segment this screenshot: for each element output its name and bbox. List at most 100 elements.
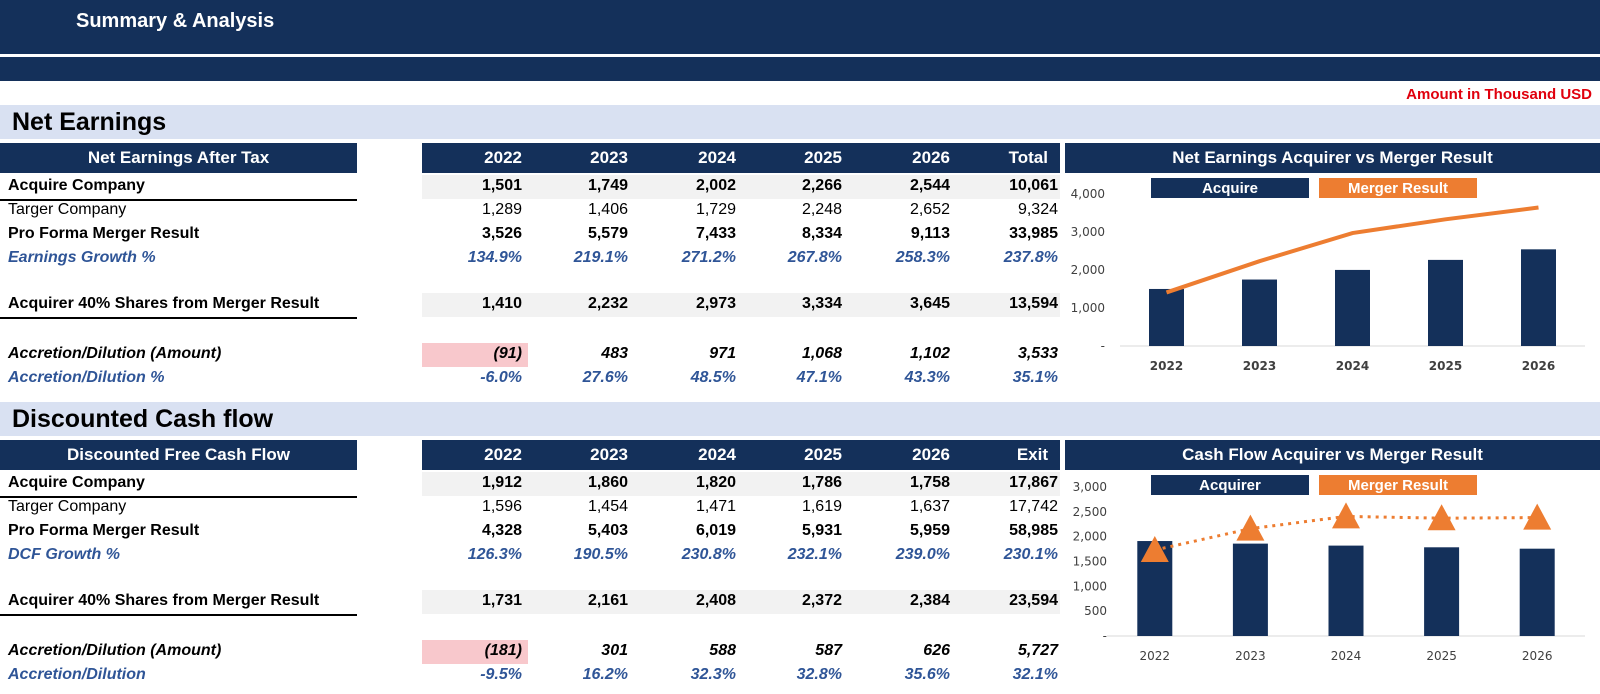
cell-value: 8,334 <box>801 225 842 242</box>
cell-value: 32.1% <box>1012 666 1058 683</box>
cell-value: 5,403 <box>587 522 628 539</box>
cell-value: (91) <box>493 345 522 362</box>
cell-value: 35.6% <box>904 666 950 683</box>
legend-merger-result: Merger Result <box>1319 178 1477 198</box>
row-label: Pro Forma Merger Result <box>8 225 200 242</box>
column-header: 2024 <box>698 445 736 464</box>
cell-value: 1,637 <box>909 498 950 515</box>
x-tick-label: 2022 <box>1140 649 1171 663</box>
column-header: 2026 <box>912 445 950 464</box>
bar <box>1328 545 1364 636</box>
cell-value: 3,645 <box>909 295 950 312</box>
legend-merger-result: Merger Result <box>1319 475 1477 495</box>
cell-value: (181) <box>484 642 522 659</box>
cell-value: 2,652 <box>909 201 950 218</box>
cell-value: 483 <box>601 345 628 362</box>
x-tick-label: 2023 <box>1243 359 1276 373</box>
cell-value: 1,786 <box>801 474 842 491</box>
x-tick-label: 2025 <box>1426 649 1457 663</box>
row-label: Accretion/Dilution <box>8 666 146 683</box>
cell-value: 230.8% <box>681 546 736 563</box>
cell-value: 2,232 <box>587 295 628 312</box>
column-header: 2024 <box>698 148 736 167</box>
cell-value: 32.8% <box>796 666 842 683</box>
unit-note: Amount in Thousand USD <box>1406 86 1592 103</box>
row-label: DCF Growth % <box>8 546 120 563</box>
cell-value: 230.1% <box>1003 546 1058 563</box>
table-row: Pro Forma Merger Result 4,328 5,403 6,019 5,… <box>0 520 1060 544</box>
row-label: Acquire Company <box>8 177 145 194</box>
cell-value: 32.3% <box>690 666 736 683</box>
cell-value: 3,334 <box>801 295 842 312</box>
cell-value: 1,471 <box>695 498 736 515</box>
cell-value: 3,526 <box>481 225 522 242</box>
row-label: Targer Company <box>8 498 127 515</box>
triangle-marker <box>1332 502 1360 529</box>
bar <box>1428 259 1463 346</box>
row-label: Accretion/Dilution (Amount) <box>8 345 222 362</box>
row-label: Acquirer 40% Shares from Merger Result <box>8 592 320 609</box>
cell-value: 1,758 <box>909 474 950 491</box>
row-underline <box>0 317 357 319</box>
cell-value: 1,102 <box>909 345 950 362</box>
cell-value: 9,113 <box>910 225 950 242</box>
cell-value: 47.1% <box>796 369 842 386</box>
y-tick-label: 4,000 <box>1071 187 1105 201</box>
row-shading <box>422 175 1060 199</box>
triangle-marker <box>1427 504 1456 531</box>
cell-value: 267.8% <box>787 249 842 266</box>
row-label: Acquire Company <box>8 474 145 491</box>
cell-value: 4,328 <box>481 522 522 539</box>
net-earnings-chart-title: Net Earnings Acquirer vs Merger Result <box>1065 143 1600 173</box>
x-tick-label: 2022 <box>1150 359 1183 373</box>
cell-value: 126.3% <box>467 546 522 563</box>
table-row: Targer Company 1,289 1,406 1,729 2,248 2,652 9… <box>0 199 1060 223</box>
negative-highlight <box>422 640 528 664</box>
cell-value: 2,372 <box>801 592 842 609</box>
cell-value: 17,742 <box>1009 498 1058 515</box>
y-tick-label: 2,000 <box>1071 263 1105 277</box>
y-tick-label: 2,000 <box>1073 530 1107 544</box>
cash-flow-table: Discounted Free Cash Flow 2022 2023 2024 202… <box>0 440 1060 690</box>
y-tick-label: - <box>1103 629 1107 643</box>
cell-value: 219.1% <box>573 249 628 266</box>
cell-value: 626 <box>923 642 950 659</box>
cell-value: 1,289 <box>481 201 522 218</box>
cell-value: 2,384 <box>909 592 950 609</box>
table-title: Discounted Free Cash Flow <box>0 440 357 470</box>
column-header: 2022 <box>484 148 522 167</box>
net-earnings-section-title: Net Earnings <box>12 108 167 136</box>
y-tick-label: 1,000 <box>1071 301 1105 315</box>
bar <box>1424 547 1460 636</box>
cell-value: 271.2% <box>681 249 736 266</box>
y-tick-label: 1,500 <box>1073 555 1107 569</box>
cell-value: 9,324 <box>1017 201 1058 218</box>
cell-value: 1,729 <box>695 201 736 218</box>
bar <box>1519 548 1555 636</box>
cell-value: 3,533 <box>1017 345 1058 362</box>
cash-flow-chart-title: Cash Flow Acquirer vs Merger Result <box>1065 440 1600 470</box>
cell-value: 1,454 <box>587 498 628 515</box>
cell-value: 58,985 <box>1009 522 1058 539</box>
row-underline <box>0 614 357 616</box>
y-tick-label: - <box>1101 339 1105 353</box>
y-tick-label: 3,000 <box>1073 480 1107 494</box>
table-row: Earnings Growth % 134.9% 219.1% 271.2% 267.8… <box>0 247 1060 271</box>
cell-value: 33,985 <box>1009 225 1058 242</box>
cell-value: 301 <box>601 642 628 659</box>
cell-value: 1,820 <box>695 474 736 491</box>
cell-value: 2,973 <box>695 295 736 312</box>
column-header: 2023 <box>590 148 628 167</box>
column-header: Exit <box>1016 445 1048 464</box>
x-tick-label: 2024 <box>1336 359 1369 373</box>
cell-value: 1,912 <box>481 474 522 491</box>
net-earnings-chart-svg: - 1,000 2,000 3,000 4,000 2022 2023 2024 2025 202… <box>1071 187 1585 373</box>
column-header-bar <box>422 143 1060 173</box>
header-bar <box>0 0 1600 54</box>
cell-value: 35.1% <box>1012 369 1058 386</box>
row-label: Accretion/Dilution (Amount) <box>8 642 222 659</box>
bar <box>1242 279 1277 346</box>
cell-value: 13,594 <box>1009 295 1058 312</box>
bar <box>1521 249 1556 346</box>
cell-value: 190.5% <box>573 546 628 563</box>
